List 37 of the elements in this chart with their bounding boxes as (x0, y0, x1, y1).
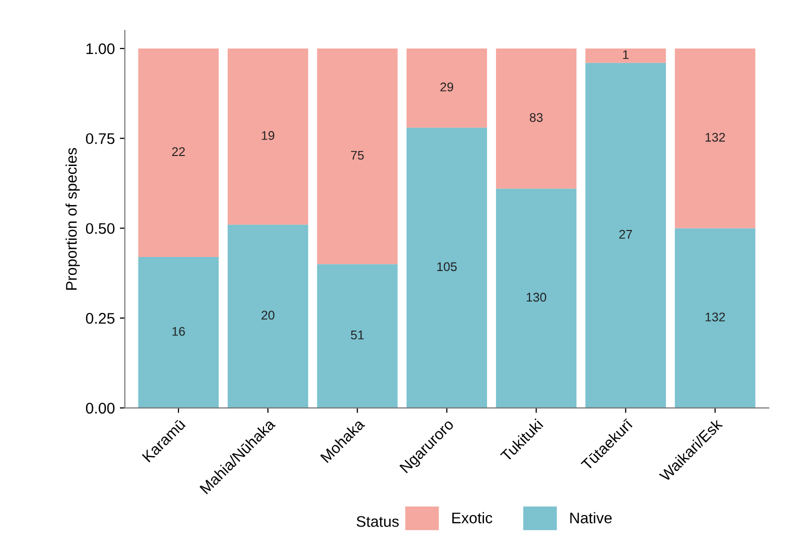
annotation: 132 (706, 312, 725, 322)
bar (317, 264, 398, 408)
bar (585, 48, 666, 63)
bar (228, 224, 308, 408)
annotation: 51 (350, 330, 364, 340)
y-tick-label: 0.25 (86, 312, 114, 324)
y-tick-label: 0.00 (86, 402, 114, 414)
annotation: 83 (530, 113, 543, 122)
bar (406, 48, 488, 128)
annotation: 105 (437, 262, 457, 272)
legend-title: Status (356, 516, 399, 527)
bar (317, 48, 398, 264)
y-tick-label: 0.50 (86, 223, 114, 234)
bar (674, 228, 756, 408)
annotation: 22 (172, 147, 185, 156)
annotation: 20 (262, 310, 274, 320)
annotation: 75 (351, 150, 364, 160)
legend-label: Native (570, 512, 612, 524)
bar (138, 256, 219, 408)
y-axis-title: Proportion of species (66, 148, 80, 290)
bar (496, 188, 576, 408)
annotation: 16 (172, 326, 185, 336)
annotation: 1 (623, 50, 629, 59)
bar (496, 48, 576, 189)
annotation: 29 (440, 82, 454, 92)
annotation: 27 (619, 230, 632, 239)
annotation: 130 (526, 292, 546, 302)
annotation: 132 (706, 132, 725, 142)
annotation: 19 (262, 131, 274, 140)
y-tick-label: 1.00 (86, 43, 114, 54)
y-tick-label: 0.75 (86, 133, 114, 144)
bar (674, 48, 756, 228)
bar (406, 128, 488, 408)
bar (585, 62, 666, 408)
legend-label: Exotic (452, 512, 492, 524)
bar (138, 48, 219, 257)
bar (228, 48, 308, 225)
